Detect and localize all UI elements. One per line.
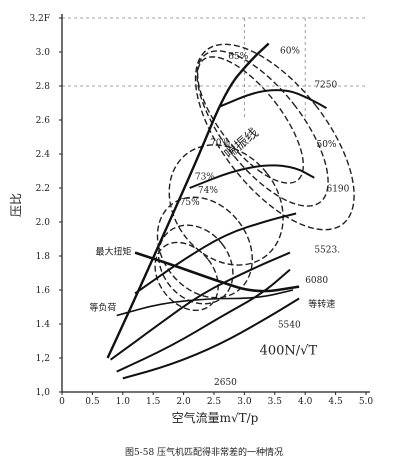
y-tick-label-10: 3.0: [36, 48, 51, 58]
speed-label-6: 6080: [305, 276, 328, 286]
annotation-1: 最大扭矩: [95, 245, 131, 257]
x-tick-label-1: 0.5: [85, 397, 100, 407]
efficiency-island-6: [154, 241, 219, 312]
y-tick-label-9: 2.8: [36, 82, 51, 92]
x-tick-label-10: 5.0: [359, 397, 374, 407]
surge-line: [106, 42, 270, 359]
y-tick-label-11: 3.2F: [29, 14, 50, 24]
annotation-3: 等转速: [308, 298, 335, 310]
x-tick-label-6: 3.0: [237, 397, 252, 407]
x-tick-label-7: 3.5: [268, 397, 283, 407]
y-tick-label-1: 1,2: [36, 354, 50, 364]
speed-label-3: 5540: [278, 320, 301, 330]
y-tick-label-5: 2.0: [36, 218, 51, 228]
speed-label-2: 5523.: [314, 246, 340, 256]
max-torque-line: [134, 251, 300, 293]
equal-load-line: [116, 289, 294, 317]
y-tick-label-2: 1.4: [36, 320, 51, 330]
y-tick-label-3: 1.6: [36, 286, 51, 296]
y-tick-label-8: 2.6: [36, 116, 51, 126]
x-tick-label-5: 2.5: [207, 397, 222, 407]
speed-label-1: 6190: [326, 184, 349, 194]
x-tick-label-2: 1.0: [116, 397, 131, 407]
efficiency-label-6: 75%: [180, 198, 200, 208]
speed-line-2: [110, 251, 291, 361]
efficiency-island-3: [168, 144, 284, 266]
speed-line-5: [219, 89, 327, 109]
efficiency-island-1: [196, 50, 329, 207]
annotation-2: 等负荷: [89, 301, 116, 313]
x-tick-label-0: 0: [59, 397, 65, 407]
figure-caption: 图5-58 压气机匹配得非常差的一种情况: [125, 446, 283, 458]
efficiency-label-0: 65%: [228, 52, 248, 62]
y-axis-label: 压比: [9, 193, 23, 217]
efficiency-island-2: [194, 43, 355, 231]
x-tick-label-8: 4.0: [298, 397, 313, 407]
efficiency-island-0: [196, 56, 305, 184]
y-tick-label-4: 1.8: [36, 252, 51, 262]
efficiency-label-1: 60%: [280, 47, 300, 57]
efficiency-label-4: 73%: [195, 173, 215, 183]
speed-label-0: 7250: [314, 81, 337, 91]
efficiency-island-4: [156, 196, 253, 299]
speed-label-5: 400N/√T: [260, 344, 318, 359]
efficiency-label-5: 74%: [198, 186, 218, 196]
efficiency-label-3: 70%: [210, 139, 230, 149]
x-tick-label-4: 2.0: [176, 397, 191, 407]
speed-label-4: 2650: [214, 378, 237, 388]
y-tick-label-0: 1,0: [36, 388, 51, 398]
speed-line-1: [116, 268, 291, 373]
speed-line-3: [134, 212, 297, 295]
speed-line-4: [189, 164, 315, 189]
y-tick-label-6: 2.2: [36, 184, 50, 194]
x-tick-label-3: 1.5: [146, 397, 161, 407]
speed-line-0: [122, 297, 300, 380]
x-axis-label: 空气流量m√T/p: [172, 410, 259, 425]
efficiency-label-2: 50%: [316, 140, 336, 150]
x-tick-label-9: 4.5: [328, 397, 343, 407]
y-tick-label-7: 2.4: [36, 150, 51, 160]
